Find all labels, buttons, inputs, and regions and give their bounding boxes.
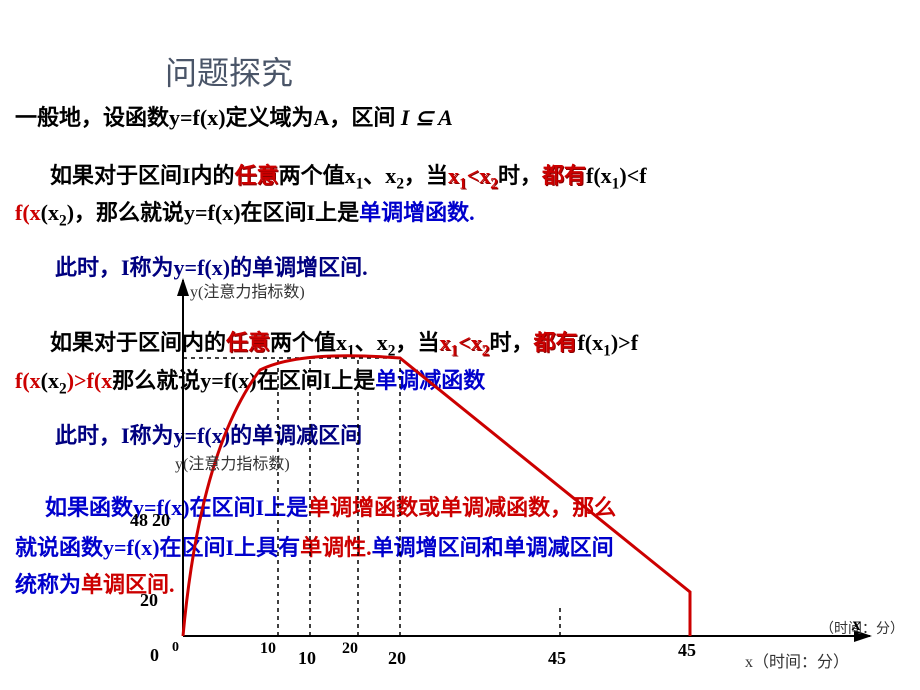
p8a: 如果函数y=f(x)在区间I上是 [45,495,308,520]
p9c: 单调增区间和单调减区间 [372,535,614,560]
tick-45a: 45 [548,648,566,669]
p2d2: 2 [396,175,404,192]
tick-x: x [852,614,861,635]
p3c: 那么就说y=f(x)在区间I上是 [96,200,359,225]
p1-text-b: I ⊆ A [401,105,453,130]
p6b: )>f(x [67,368,113,393]
tick-48: 48 [130,510,148,531]
p10a: 统称为 [15,572,81,597]
p5e: ，当 [395,330,439,355]
p5j: f(x [577,330,603,355]
p10b: 单调区间. [81,572,175,597]
tick-20y: 20 [152,510,170,531]
text-p7: 此时，I称为y=f(x)的单调减区间 [55,418,362,450]
p5c1: 1 [347,342,355,359]
p6c: 那么就说y=f(x)在区间I上是 [112,368,375,393]
p3d: 单调增函数. [359,200,475,225]
p9a: 就说函数y=f(x)在区间I上具有 [15,535,300,560]
p6a: (x [41,368,59,393]
p2f1: 1 [459,175,467,192]
p5f: x [439,330,450,355]
tick-10a: 10 [260,640,276,658]
p6a2: f(x [15,368,41,393]
p5j1: 1 [603,342,611,359]
p2f: x [448,163,459,188]
y-axis-label-2: y(注意力指标数) [175,450,290,474]
p2g2: 2 [490,175,498,192]
p3b: )， [67,200,96,225]
page-title: 问题探究 [165,48,293,94]
p5h: 时， [489,330,533,355]
tick-0b: 0 [172,640,179,656]
p2k: )<f [619,163,646,188]
p5d: 、x [355,330,388,355]
p1-text-a: 一般地，设函数y=f(x)定义域为A，区间 [15,105,401,130]
p5b: 任意 [226,330,270,355]
p2h: 时， [498,163,542,188]
text-p6: f(x(x2)>f(x那么就说y=f(x)在区间I上是单调减函数 [15,363,485,398]
tick-10b: 10 [298,648,316,669]
p2i: 都有 [542,163,586,188]
p5c: 两个值x [270,330,347,355]
tick-20y2: 20 [140,590,158,611]
p2a: 如果对于区间I内的 [50,163,235,188]
p3a2s: 2 [59,212,67,229]
tick-20c: 20 [342,640,358,658]
p2d: 、x [363,163,396,188]
p5a: 如果对于区间内的 [50,330,226,355]
tick-45b: 45 [678,640,696,661]
p5g: <x [458,330,482,355]
text-p2: 如果对于区间I内的任意两个值x1、x2，当x1<x2时，都有f(x1)<f [50,158,647,193]
p5i: 都有 [533,330,577,355]
text-p3: f(x(x2)，那么就说y=f(x)在区间I上是单调增函数. [15,195,475,230]
tick-0a: 0 [150,645,159,666]
text-p9: 就说函数y=f(x)在区间I上具有单调性.单调增区间和单调减区间 [15,530,614,562]
p2g: <x [467,163,491,188]
x-axis-label-1: （时间：分） [820,618,904,638]
p2c: 两个值x [279,163,356,188]
x-axis-x: x [745,654,753,671]
x-axis-unit: （时间：分） [753,654,849,671]
p6d: 单调减函数 [375,368,485,393]
text-p1: 一般地，设函数y=f(x)定义域为A，区间 I ⊆ A [15,100,453,132]
p3a: (x [41,200,59,225]
text-p5: 如果对于区间内的任意两个值x1、x2，当x1<x2时，都有f(x1)>f [50,325,638,360]
p5k: )>f [611,330,638,355]
p8b: 单调增函数或单调减函数，那么 [308,495,616,520]
p6as: 2 [59,380,67,397]
p2j: f(x [586,163,612,188]
p9b: 单调性. [300,535,372,560]
p2b: 任意 [235,163,279,188]
p3a2: f(x [15,200,41,225]
tick-20d: 20 [388,648,406,669]
x-axis-label-2: x（时间：分） [745,648,849,672]
p2e: ，当 [404,163,448,188]
y-axis-label-1: y(注意力指标数) [190,278,305,302]
